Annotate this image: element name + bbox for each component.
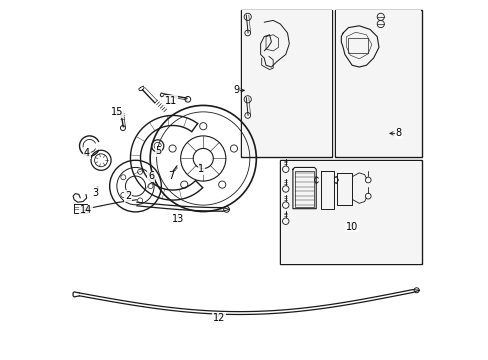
Text: 1: 1 xyxy=(198,164,204,174)
Bar xyxy=(348,39,367,53)
Text: 2: 2 xyxy=(124,191,131,201)
Text: 12: 12 xyxy=(213,313,225,323)
Text: 8: 8 xyxy=(395,129,401,138)
Text: 13: 13 xyxy=(172,215,184,224)
Text: 10: 10 xyxy=(345,222,358,231)
Text: 11: 11 xyxy=(165,96,177,106)
Text: 7: 7 xyxy=(168,171,174,181)
Text: 15: 15 xyxy=(111,107,123,117)
Bar xyxy=(241,10,332,157)
Bar xyxy=(294,171,314,207)
Bar xyxy=(280,160,421,264)
Bar xyxy=(334,10,421,157)
Text: 14: 14 xyxy=(80,206,92,216)
Bar xyxy=(281,161,421,264)
Text: 9: 9 xyxy=(233,85,239,95)
Bar xyxy=(335,10,421,156)
Text: 4: 4 xyxy=(83,148,90,158)
Text: 6: 6 xyxy=(148,171,154,181)
Text: 3: 3 xyxy=(92,188,99,198)
Text: 5: 5 xyxy=(155,146,161,156)
Bar xyxy=(241,10,331,156)
